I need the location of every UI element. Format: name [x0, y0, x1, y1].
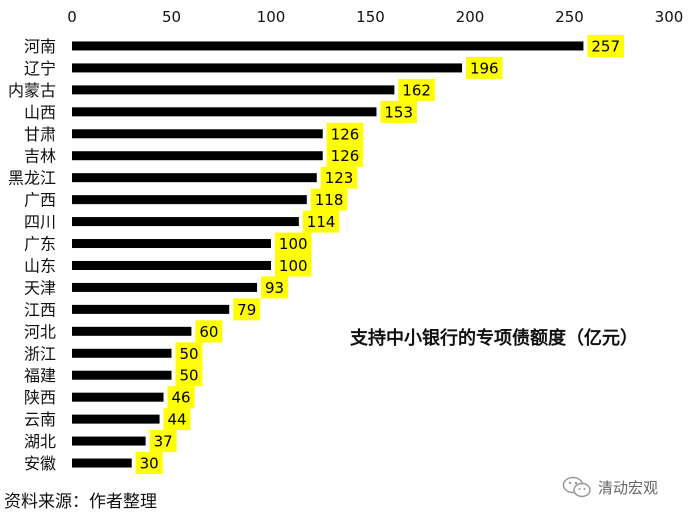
x-axis-ticks: 0 50 100 150 200 250 300: [67, 8, 683, 26]
bar: [72, 239, 271, 249]
data-label-background: [326, 144, 364, 167]
category-label: 福建: [24, 366, 56, 385]
data-label-background: [275, 232, 312, 255]
data-label-background: [163, 408, 191, 431]
bar: [72, 348, 172, 358]
data-label-background: [175, 342, 203, 365]
data-label: 93: [265, 279, 284, 297]
category-label: 河北: [24, 322, 56, 341]
x-tick-label: 0: [67, 8, 77, 26]
data-label-background: [310, 188, 348, 211]
category-label: 浙江: [24, 344, 56, 363]
data-label: 30: [140, 455, 159, 473]
wechat-icon: [562, 476, 591, 498]
bar: [72, 326, 192, 336]
bar: [72, 260, 271, 270]
data-label-background: [587, 34, 624, 57]
bar: [72, 41, 584, 51]
bar: [72, 304, 230, 314]
bar: [72, 370, 172, 380]
data-label: 114: [307, 213, 336, 231]
data-label-background: [302, 210, 340, 233]
data-label-background: [326, 122, 364, 145]
category-label: 辽宁: [24, 59, 56, 78]
data-labels: 2571961621531261261231181141001009379605…: [135, 34, 624, 475]
data-label: 37: [154, 433, 173, 451]
chart-title: 支持中小银行的专项债额度（亿元）: [349, 327, 638, 349]
bar: [72, 282, 258, 292]
data-label: 126: [331, 125, 360, 143]
data-label: 118: [315, 191, 344, 209]
bar: [72, 173, 317, 183]
x-tick-label: 150: [356, 8, 385, 26]
watermark: 清动宏观: [562, 476, 658, 498]
data-label: 126: [331, 147, 360, 165]
category-label: 安徽: [24, 454, 56, 473]
category-label: 河南: [24, 37, 56, 56]
bar: [72, 151, 323, 161]
category-label: 广西: [24, 191, 56, 210]
data-label: 100: [279, 235, 308, 253]
category-label: 广东: [24, 235, 56, 254]
bar: [72, 217, 299, 227]
x-tick-label: 200: [456, 8, 485, 26]
bar: [72, 195, 307, 205]
category-label: 湖北: [24, 432, 56, 451]
data-label-background: [398, 78, 435, 101]
data-label: 44: [168, 411, 187, 429]
data-label-background: [233, 298, 261, 321]
category-label: 吉林: [24, 147, 56, 166]
data-label-background: [149, 430, 177, 453]
bar: [72, 458, 132, 468]
x-tick-label: 300: [655, 8, 684, 26]
category-labels: 河南辽宁内蒙古山西甘肃吉林黑龙江广西四川广东山东天津江西河北浙江福建陕西云南湖北…: [8, 37, 56, 473]
data-label: 162: [402, 81, 431, 99]
category-label: 云南: [24, 410, 56, 429]
bar: [72, 107, 377, 117]
source-note: 资料来源：作者整理: [4, 492, 157, 512]
category-label: 甘肃: [24, 125, 56, 144]
bars: [72, 41, 584, 468]
data-label-background: [275, 254, 312, 277]
data-label: 60: [199, 323, 218, 341]
category-label: 内蒙古: [8, 81, 56, 100]
data-label: 79: [237, 301, 256, 319]
bar-chart: 0 50 100 150 200 250 300 河南辽宁内蒙古山西甘肃吉林黑龙江广西四川广…: [8, 8, 683, 475]
x-tick-label: 100: [257, 8, 286, 26]
category-label: 江西: [24, 300, 56, 319]
x-tick-label: 250: [555, 8, 584, 26]
data-label-background: [167, 386, 195, 409]
category-label: 天津: [24, 278, 56, 297]
bar: [72, 129, 323, 139]
data-label-background: [195, 320, 223, 343]
category-label: 四川: [24, 213, 56, 232]
data-label: 123: [325, 169, 354, 187]
bar: [72, 85, 395, 95]
data-label: 153: [384, 103, 413, 121]
category-label: 黑龙江: [8, 169, 56, 188]
data-label: 100: [279, 257, 308, 275]
data-label-background: [261, 276, 289, 299]
category-label: 山东: [24, 256, 56, 275]
data-label-background: [135, 452, 163, 475]
x-tick-label: 50: [162, 8, 181, 26]
bar: [72, 414, 160, 424]
data-label: 196: [470, 59, 499, 77]
data-label: 257: [591, 37, 620, 55]
data-label-background: [175, 364, 203, 387]
category-label: 陕西: [24, 388, 56, 407]
data-label: 50: [179, 367, 198, 385]
data-label-background: [320, 166, 358, 189]
category-label: 山西: [24, 103, 56, 122]
bar: [72, 436, 146, 446]
bar: [72, 392, 164, 402]
data-label-background: [466, 56, 503, 79]
data-label: 50: [179, 345, 198, 363]
bar: [72, 63, 463, 73]
watermark-text: 清动宏观: [598, 478, 659, 497]
data-label-background: [380, 100, 417, 123]
data-label: 46: [171, 389, 190, 407]
